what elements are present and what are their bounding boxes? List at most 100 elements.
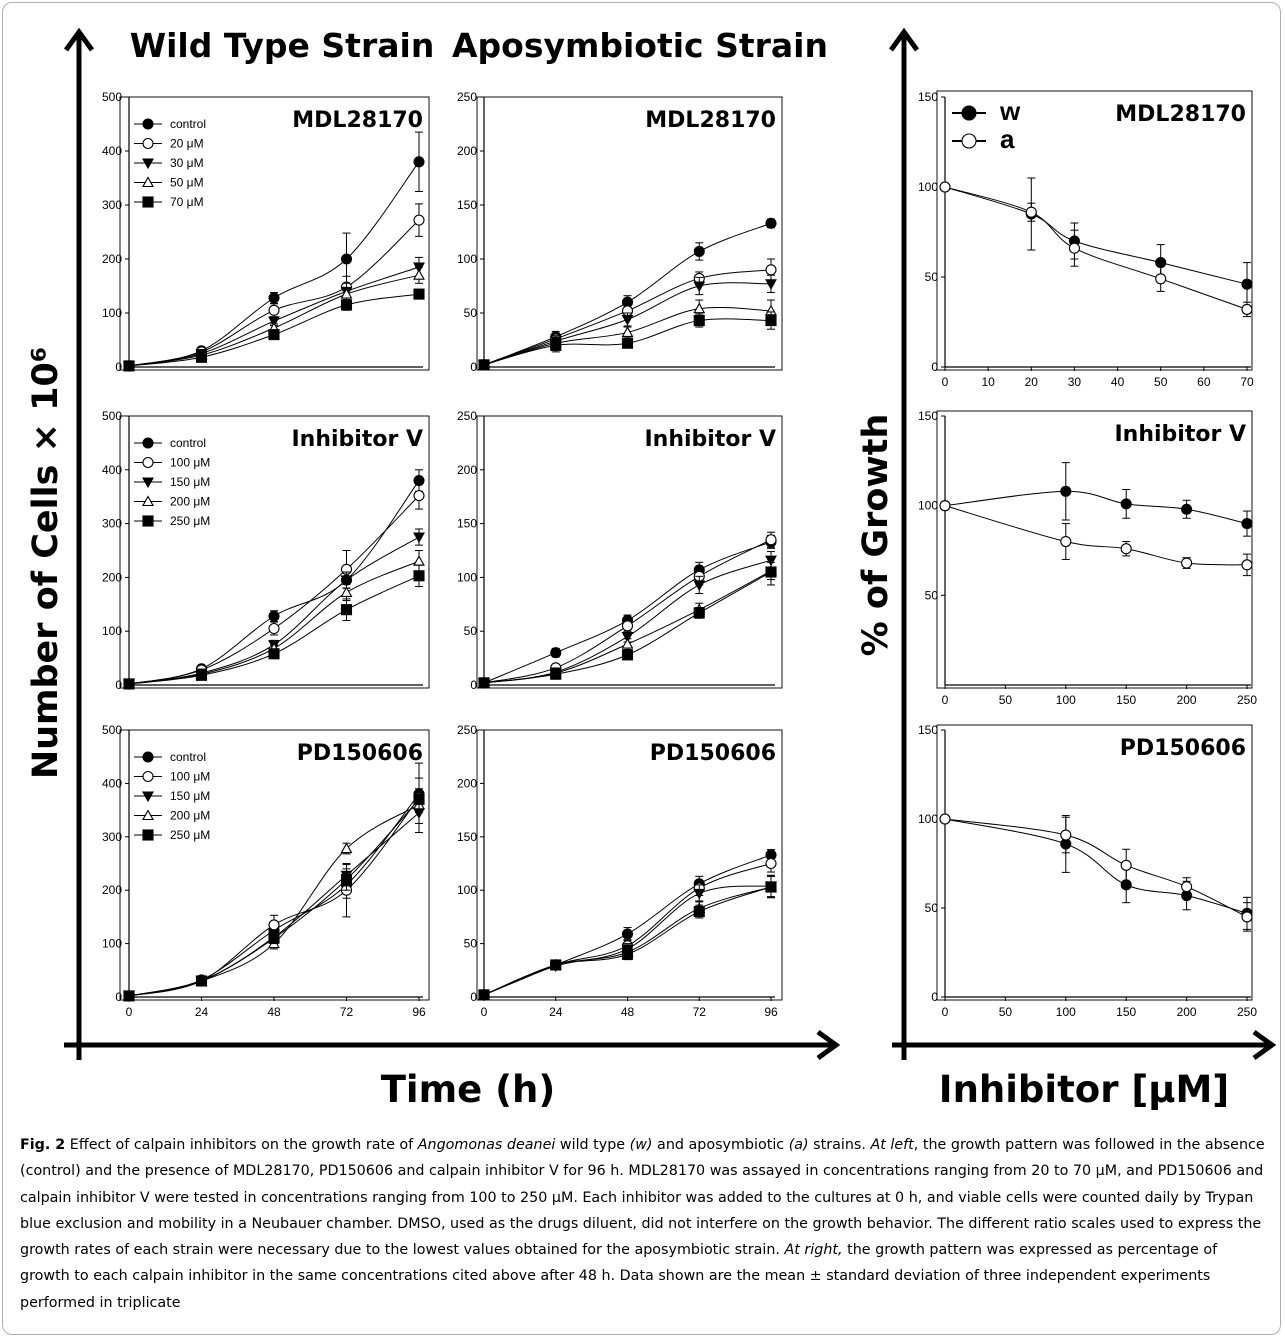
- data-point: [765, 217, 777, 229]
- x-tick-label: 0: [942, 693, 949, 707]
- panel-title: PD150606: [1120, 736, 1246, 761]
- y-tick-label: 200: [102, 883, 122, 897]
- right-x-axis-arrowhead: [1252, 1029, 1277, 1061]
- data-point: [939, 813, 951, 825]
- caption-text-5: , the growth pattern was followed in the…: [20, 1137, 1265, 1259]
- legend-label: 200 μM: [170, 495, 210, 509]
- series-250-um: [123, 564, 425, 690]
- legend-label: a: [1000, 124, 1015, 154]
- x-tick-label: 40: [1111, 375, 1125, 389]
- panel-title: Inhibitor V: [1114, 422, 1246, 447]
- caption-a: (a): [788, 1137, 809, 1153]
- x-tick-label: 0: [942, 375, 949, 389]
- data-point: [123, 678, 135, 690]
- x-tick-label: 10: [981, 375, 995, 389]
- chart-panel-4: 0 100 200 300 400 500 Inhibitor V control 100 μM…: [102, 409, 430, 692]
- series-a: [939, 181, 1253, 318]
- y-tick-label: 0: [470, 360, 477, 374]
- plot-frame: [119, 415, 430, 689]
- data-point: [693, 281, 706, 293]
- caption-text-2: wild type: [555, 1137, 630, 1153]
- data-point: [621, 314, 634, 326]
- legend-marker: [142, 751, 154, 763]
- data-point: [765, 566, 777, 578]
- y-tick-label: 100: [102, 306, 122, 320]
- legend-marker: [142, 118, 154, 130]
- data-point: [268, 932, 280, 944]
- y-tick-label: 0: [470, 990, 477, 1004]
- series-200-um: [123, 796, 425, 1001]
- x-tick-label: 100: [1056, 1005, 1076, 1019]
- y-tick-label: 50: [925, 901, 939, 915]
- data-point: [123, 990, 135, 1002]
- x-tick-label: 50: [999, 1005, 1013, 1019]
- data-point: [693, 906, 705, 918]
- data-point: [340, 842, 353, 854]
- legend-label: 100 μM: [170, 456, 210, 470]
- y-tick-label: 200: [457, 776, 477, 790]
- y-tick-label: 100: [918, 499, 938, 513]
- data-point: [1155, 273, 1167, 285]
- data-point: [413, 156, 425, 168]
- chart-panel-2: 0 50 100 150 200 250 MDL28170: [457, 90, 783, 374]
- x-tick-label: 150: [1116, 1005, 1136, 1019]
- y-tick-label: 0: [115, 360, 122, 374]
- y-tick-label: 100: [457, 570, 477, 584]
- y-tick-label: 300: [102, 198, 122, 212]
- data-point: [1241, 303, 1253, 315]
- series-line: [944, 490, 1248, 525]
- legend-label: 70 μM: [170, 195, 204, 209]
- data-point: [1060, 829, 1072, 841]
- y-tick-label: 150: [457, 517, 477, 531]
- legend-label: w: [999, 96, 1021, 126]
- data-point: [693, 607, 705, 619]
- y-tick-label: 100: [457, 252, 477, 266]
- legend-label: 20 μM: [170, 137, 204, 151]
- y-tick-label: 100: [918, 812, 938, 826]
- data-point: [413, 269, 425, 280]
- x-tick-label: 48: [621, 1005, 635, 1019]
- y-tick-label: 250: [457, 409, 477, 423]
- series-line: [483, 539, 772, 684]
- x-tick-label: 0: [942, 1005, 949, 1019]
- chart-panel-8: 0 50 100 150 200 250 0 24 48 72 96 PD150606: [457, 723, 783, 1019]
- y-tick-label: 0: [931, 990, 938, 1004]
- series-20-um: [123, 203, 425, 372]
- series-150-um: [123, 528, 425, 691]
- data-point: [765, 881, 777, 893]
- col-title-aposymbiotic: Aposymbiotic Strain: [452, 26, 828, 65]
- data-point: [1181, 557, 1193, 569]
- data-point: [1120, 859, 1132, 871]
- data-point: [1068, 242, 1080, 254]
- data-point: [550, 339, 562, 351]
- legend-marker: [142, 829, 154, 841]
- data-point: [1120, 498, 1132, 510]
- y-tick-label: 50: [464, 306, 478, 320]
- data-point: [621, 620, 634, 632]
- x-tick-label: 72: [693, 1005, 707, 1019]
- left-y-axis-arrowhead: [63, 27, 95, 52]
- plot-frame: [119, 729, 430, 1001]
- data-point: [939, 500, 951, 512]
- data-point: [550, 668, 562, 680]
- series-control: [478, 534, 777, 689]
- legend-marker: [142, 791, 154, 803]
- data-point: [413, 214, 425, 226]
- panel-title: PD150606: [297, 741, 423, 766]
- x-tick-label: 50: [1154, 375, 1168, 389]
- left-x-axis-label: Time (h): [381, 1068, 556, 1111]
- y-tick-label: 400: [102, 463, 122, 477]
- y-tick-label: 0: [931, 360, 938, 374]
- series-line: [944, 818, 1248, 918]
- chart-panel-7: 0 100 200 300 400 500 0 24 48 72 96 PD150606 control…: [102, 723, 430, 1019]
- x-tick-label: 20: [1025, 375, 1039, 389]
- legend-label: 50 μM: [170, 176, 204, 190]
- data-point: [478, 989, 490, 1001]
- x-tick-label: 24: [549, 1005, 563, 1019]
- panel-title: Inhibitor V: [644, 427, 776, 452]
- y-tick-label: 0: [115, 990, 122, 1004]
- legend-marker: [961, 133, 977, 149]
- y-tick-label: 400: [102, 776, 122, 790]
- plot-frame: [936, 90, 1253, 371]
- series-w: [939, 813, 1253, 930]
